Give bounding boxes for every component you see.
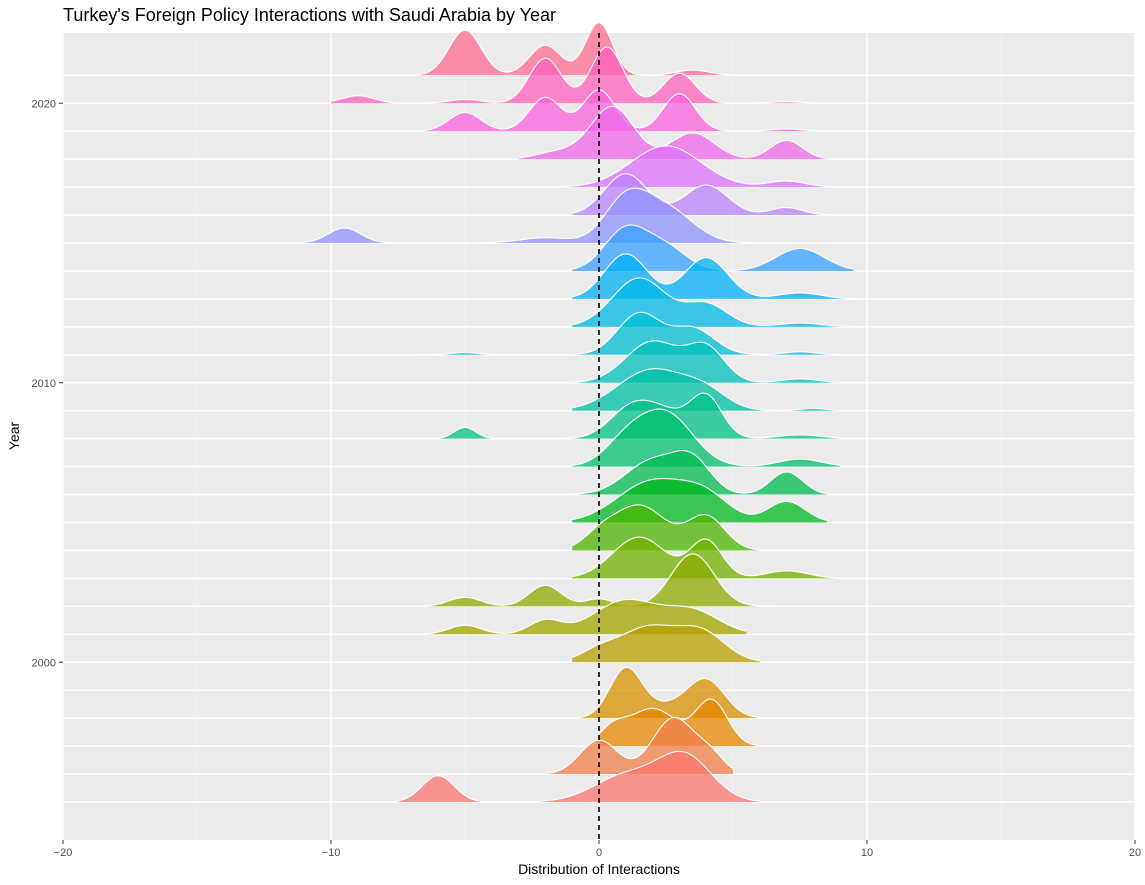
ridge-2014 xyxy=(572,224,854,271)
ridge-outline-2003 xyxy=(572,536,841,579)
ridge-outline-2016 xyxy=(572,173,841,216)
ridge-2007 xyxy=(572,409,841,467)
ridge-outline-1995 xyxy=(397,750,760,803)
x-tick-label: −20 xyxy=(54,847,73,859)
ridge-outline-2004 xyxy=(571,504,760,551)
y-axis-title: Year xyxy=(6,422,22,451)
x-axis-title: Distribution of Interactions xyxy=(518,861,680,877)
ridge-2021 xyxy=(411,22,733,76)
ridge-outline-2018 xyxy=(518,105,827,159)
ridge-outline-2012 xyxy=(572,277,854,328)
y-tick-label: 2020 xyxy=(32,98,56,110)
y-tick-label: 2010 xyxy=(32,378,56,390)
ridge-2003 xyxy=(572,537,841,579)
x-tick-label: −10 xyxy=(322,847,341,859)
ridge-outline-2015 xyxy=(304,187,760,244)
ridge-outline-2010 xyxy=(572,340,841,383)
ridge-outline-2001 xyxy=(424,598,747,635)
ridge-outline-2000 xyxy=(571,624,760,662)
ridge-outline-2011 xyxy=(411,311,841,356)
y-tick-label: 2000 xyxy=(32,657,56,669)
ridge-2004 xyxy=(572,504,760,551)
ridge-2011 xyxy=(411,312,841,355)
x-tick-label: 0 xyxy=(596,847,602,859)
ridges xyxy=(304,22,854,803)
ridge-outline-2021 xyxy=(411,22,734,76)
x-tick-label: 10 xyxy=(861,847,873,859)
ridge-outline-1996 xyxy=(545,716,734,775)
chart-title: Turkey's Foreign Policy Interactions wit… xyxy=(63,5,557,25)
ridge-outline-2009 xyxy=(572,368,841,412)
ridge-outline-2013 xyxy=(572,253,854,300)
ridge-outline-2017 xyxy=(411,145,841,188)
y-axis: 2000 2010 2020 xyxy=(32,98,63,669)
ridge-outline-1998 xyxy=(572,666,760,719)
ridge-outline-2006 xyxy=(572,450,827,495)
ridge-outline-2007 xyxy=(572,408,841,467)
ridge-outline-2020 xyxy=(330,46,827,104)
x-axis: −20 −10 0 10 20 xyxy=(54,840,1141,859)
ridge-outline-2008 xyxy=(438,392,841,440)
ridge-2006 xyxy=(572,450,827,495)
ridge-2020 xyxy=(331,47,827,104)
ridge-1995 xyxy=(398,751,760,802)
ridge-outline-2002 xyxy=(424,553,774,607)
ridge-2002 xyxy=(424,553,774,607)
x-tick-label: 20 xyxy=(1129,847,1141,859)
ridge-outline-2005 xyxy=(572,477,827,521)
